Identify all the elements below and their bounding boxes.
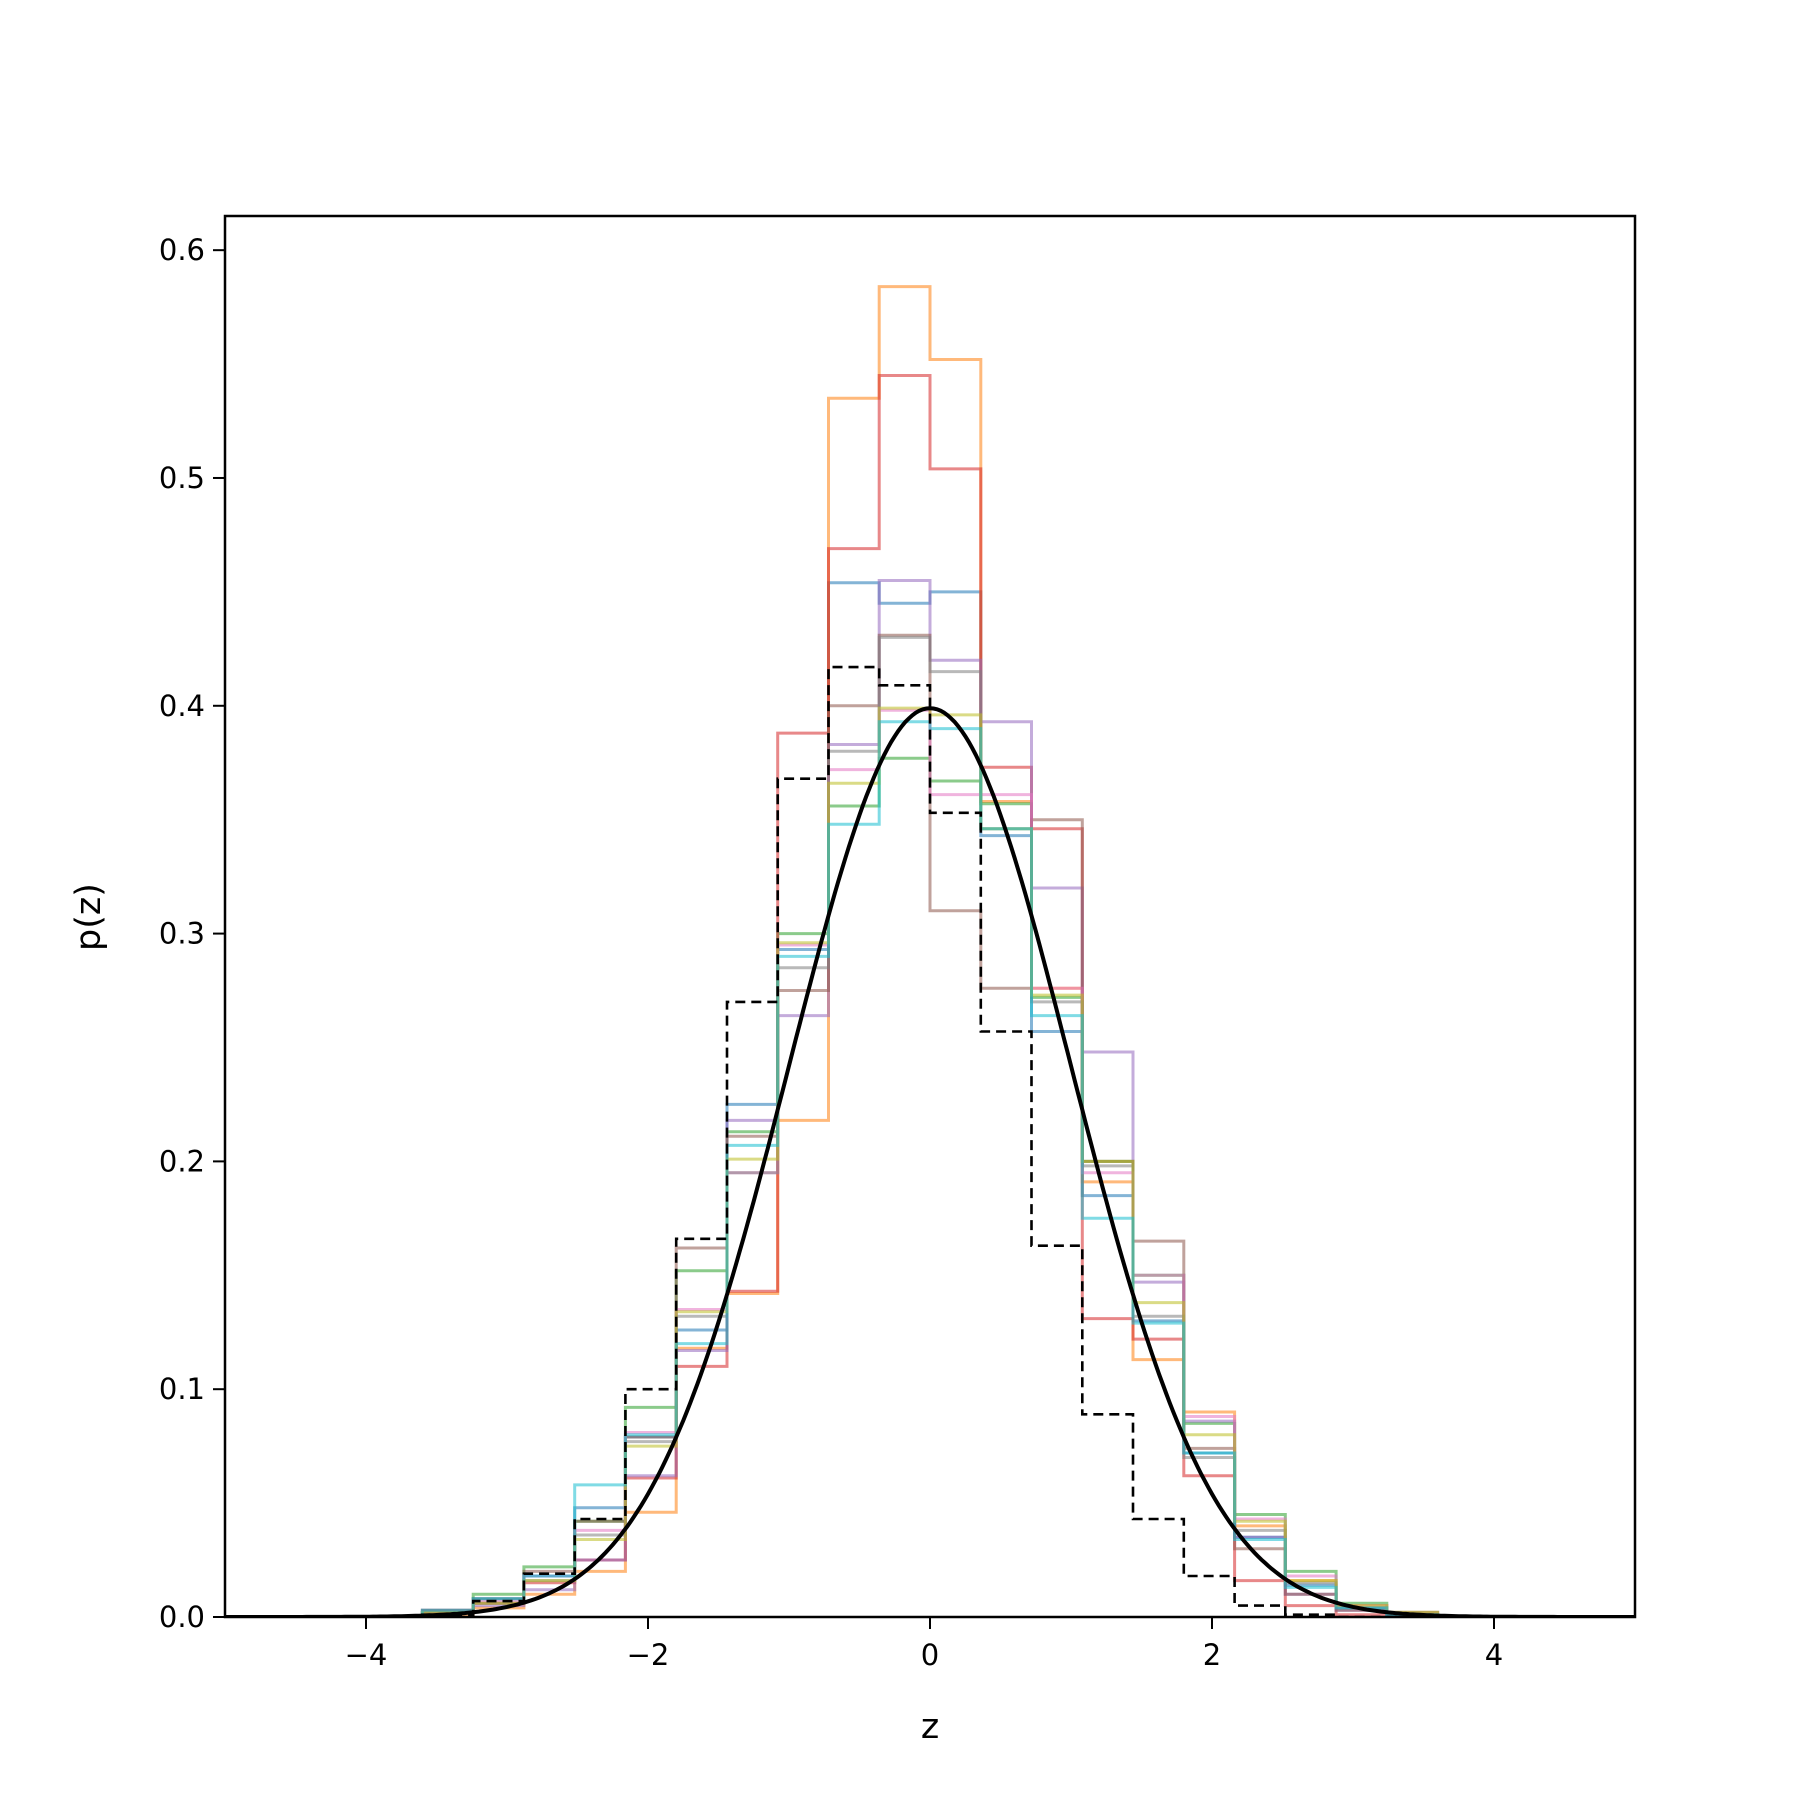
y-axis-label: p(z) [69,883,109,951]
density-curve-layer [225,706,1635,1617]
y-tick-label: 0.4 [159,689,205,723]
y-tick-label: 0.0 [159,1600,205,1634]
x-axis-label: z [921,1707,939,1747]
x-tick-label: −4 [345,1638,388,1672]
y-axis-ticks: 0.0 0.1 0.2 0.3 0.4 0.5 0.6 [159,233,225,1634]
x-tick-label: 2 [1203,1638,1221,1672]
x-tick-label: 0 [921,1638,939,1672]
y-tick-label: 0.3 [159,917,205,951]
x-tick-label: 4 [1485,1638,1503,1672]
y-tick-label: 0.6 [159,233,205,267]
y-tick-label: 0.1 [159,1372,205,1406]
y-tick-label: 0.5 [159,461,205,495]
y-tick-label: 0.2 [159,1144,205,1178]
normal-density-curve [225,706,1635,1617]
x-tick-label: −2 [627,1638,670,1672]
histogram-step-10 [420,720,1440,1617]
x-axis-ticks: −4 −2 0 2 4 [345,1617,1503,1672]
